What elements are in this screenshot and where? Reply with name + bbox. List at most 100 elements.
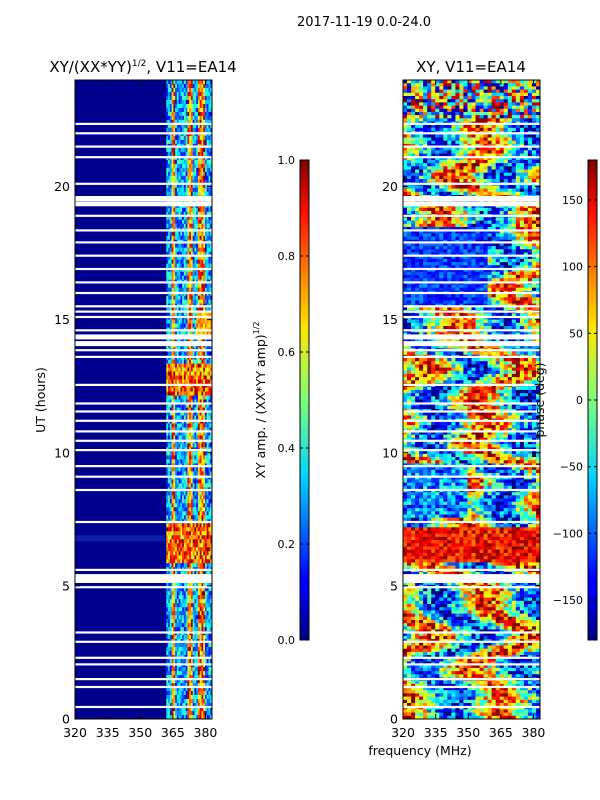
amplitude-cell [180,559,183,564]
amplitude-cell [173,183,176,189]
amplitude-cell [208,587,211,592]
amplitude-cell [190,411,194,416]
amplitude-cell [199,427,203,432]
amplitude-cell [206,667,210,672]
amplitude-cell [169,643,173,648]
amplitude-cell [203,671,206,676]
amplitude-cell [210,331,212,336]
amplitude-cell [175,547,178,552]
amplitude-cell [194,587,197,592]
amplitude-cell [175,84,178,89]
amplitude-cell [173,563,176,568]
phase-cell [423,83,428,87]
amplitude-cell [197,527,201,532]
amplitude-cell [210,495,212,500]
amplitude-cell [171,607,174,612]
amplitude-cell [190,607,194,612]
amplitude-cell [171,367,174,372]
phase-cell [419,140,424,145]
amplitude-cell [187,703,190,708]
amplitude-cell [171,371,174,376]
phase-cell [463,118,468,122]
amplitude-cell [178,515,181,520]
amplitude-cell [201,112,204,117]
amplitude-cell [205,607,208,612]
amplitude-cell [197,387,201,392]
amplitude-cell [201,671,204,676]
amplitude-cell [194,235,197,241]
amplitude-cell [166,531,169,536]
amplitude-cell [194,179,197,185]
amplitude-cell [185,100,189,105]
amplitude-cell [180,699,183,704]
phase-cell [499,127,505,132]
amplitude-cell [180,379,183,384]
amplitude-cell [180,707,183,712]
amplitude-cell [182,483,185,488]
amplitude-cell [175,127,178,133]
amplitude-cell [205,707,208,712]
amplitude-cell [192,427,196,432]
amplitude-cell [190,451,194,456]
phase-cell [475,99,480,103]
amplitude-cell [194,351,197,356]
amplitude-cell [166,643,169,648]
amplitude-cell [205,151,208,157]
phase-cell [495,83,501,87]
amplitude-cell [192,147,196,153]
phase-cell [519,89,525,94]
phase-cell [523,118,529,122]
amplitude-cell [183,499,187,504]
amplitude-cell [208,595,211,600]
phase-cell [467,89,472,94]
amplitude-cell [166,207,169,213]
phase-cell [435,140,440,145]
flagged-time-row [75,410,212,413]
amplitude-cell [203,179,206,185]
amplitude-cell [205,527,208,532]
amplitude-cell [203,223,206,229]
phase-cell [415,118,420,122]
amplitude-cell [199,139,203,145]
amplitude-cell [190,539,194,544]
amplitude-cell [190,251,194,257]
amplitude-cell [182,551,185,556]
amplitude-cell [183,551,187,556]
amplitude-cell [168,703,171,708]
amplitude-cell [208,159,211,165]
amplitude-cell [182,627,185,632]
phase-cell [495,102,501,106]
amplitude-cell [196,171,199,177]
amplitude-cell [182,271,185,277]
amplitude-cell [208,399,211,404]
amplitude-cell [183,387,187,392]
amplitude-cell [173,691,176,696]
amplitude-cell [168,88,171,93]
amplitude-cell [166,547,169,552]
amplitude-cell [185,207,189,213]
phase-cell [531,89,537,94]
amplitude-cell [201,323,204,328]
amplitude-cell [166,299,169,305]
amplitude-cell [175,587,178,592]
phase-cell [531,124,537,129]
amplitude-cell [168,499,171,504]
amplitude-cell [206,403,210,408]
amplitude-cell [194,599,197,604]
amplitude-cell [180,263,183,269]
amplitude-cell [192,515,196,520]
amplitude-cell [175,223,178,229]
amplitude-cell [175,351,178,356]
amplitude-cell [169,659,173,664]
phase-cell [435,108,440,113]
amplitude-cell [166,471,169,476]
amplitude-cell [210,483,212,488]
amplitude-cell [189,571,192,576]
amplitude-cell [185,391,189,396]
amplitude-cell [185,243,189,249]
phase-cell [523,137,529,142]
amplitude-cell [206,307,210,312]
amplitude-cell [175,171,178,177]
amplitude-cell [203,455,206,460]
amplitude-cell [171,627,174,632]
